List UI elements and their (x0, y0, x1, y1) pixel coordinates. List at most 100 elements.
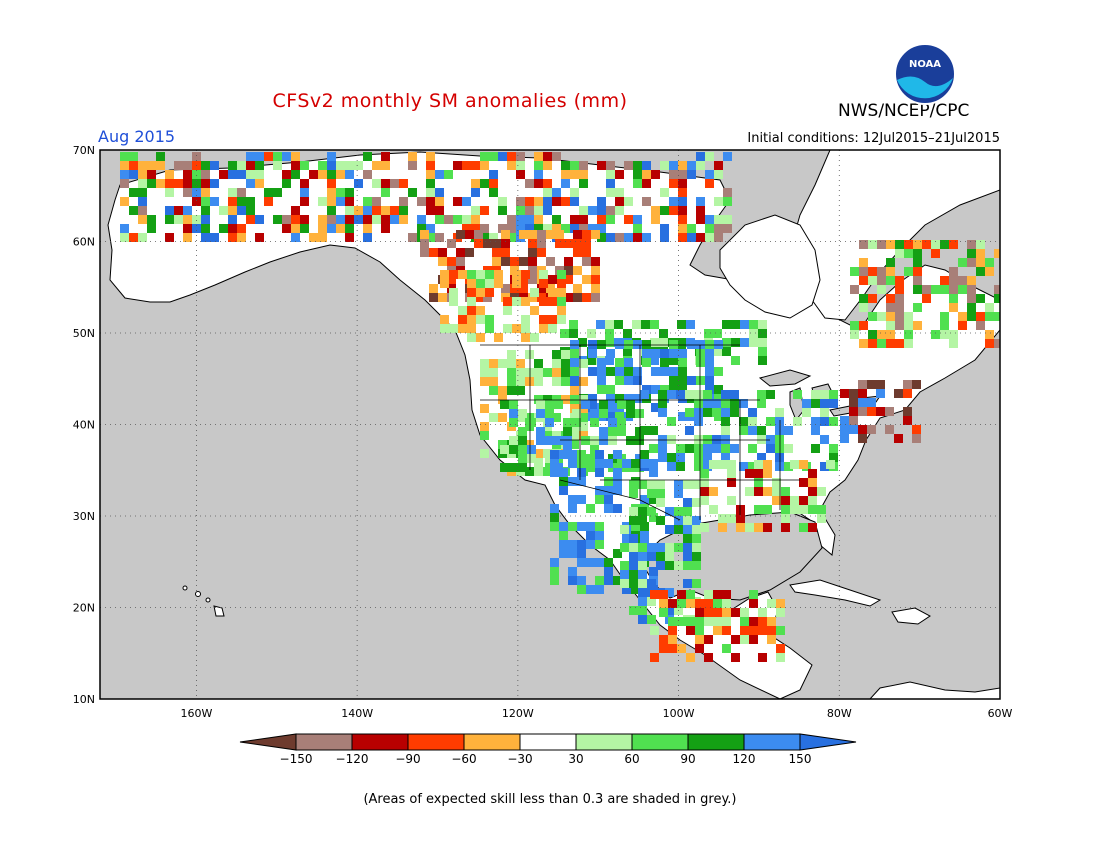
anomaly-cell (721, 435, 730, 444)
anomaly-cell (731, 356, 740, 365)
anomaly-cell (201, 197, 210, 206)
anomaly-cell (692, 561, 701, 570)
anomaly-cell (557, 297, 566, 306)
anomaly-cell (467, 279, 476, 288)
lon-tick-label: 140W (341, 707, 373, 720)
anomaly-cell (678, 385, 687, 394)
anomaly-cell (849, 416, 858, 425)
anomaly-cell (669, 206, 678, 215)
anomaly-cell (703, 453, 712, 462)
anomaly-cell (665, 552, 674, 561)
anomaly-cell (669, 349, 678, 358)
anomaly-cell (642, 179, 651, 188)
anomaly-cell (668, 617, 677, 626)
anomaly-cell (676, 462, 685, 471)
anomaly-cell (615, 233, 624, 242)
anomaly-cell (390, 206, 399, 215)
anomaly-cell (754, 460, 763, 469)
anomaly-cell (536, 427, 545, 436)
anomaly-cell (595, 450, 604, 459)
anomaly-cell (692, 534, 701, 543)
lat-tick-label: 50N (73, 327, 95, 340)
anomaly-cell (561, 350, 570, 359)
anomaly-cell (904, 240, 913, 249)
anomaly-cell (534, 377, 543, 386)
anomaly-cell (485, 279, 494, 288)
anomaly-cell (273, 161, 282, 170)
anomaly-cell (246, 170, 255, 179)
anomaly-cell (449, 324, 458, 333)
anomaly-cell (591, 257, 600, 266)
anomaly-cell (799, 460, 808, 469)
anomaly-cell (758, 356, 767, 365)
anomaly-cell (687, 233, 696, 242)
anomaly-cell (372, 179, 381, 188)
anomaly-cell (138, 197, 147, 206)
anomaly-cell (958, 321, 967, 330)
anomaly-cell (273, 215, 282, 224)
anomaly-cell (512, 297, 521, 306)
anomaly-cell (757, 453, 766, 462)
anomaly-cell (417, 224, 426, 233)
south-america-land (869, 681, 1000, 699)
anomaly-cell (318, 215, 327, 224)
anomaly-cell (748, 462, 757, 471)
anomaly-cell (772, 487, 781, 496)
anomaly-cell (120, 170, 129, 179)
anomaly-cell (651, 403, 660, 412)
anomaly-cell (790, 505, 799, 514)
anomaly-cell (638, 561, 647, 570)
anomaly-cell (458, 306, 467, 315)
anomaly-cell (555, 239, 564, 248)
anomaly-cell (649, 444, 658, 453)
anomaly-cell (573, 284, 582, 293)
anomaly-cell (516, 206, 525, 215)
anomaly-cell (570, 404, 579, 413)
anomaly-cell (228, 188, 237, 197)
anomaly-cell (237, 224, 246, 233)
anomaly-cell (731, 653, 740, 662)
anomaly-cell (426, 179, 435, 188)
anomaly-cell (638, 597, 647, 606)
anomaly-cell (516, 377, 525, 386)
anomaly-cell (264, 152, 273, 161)
anomaly-cell (606, 215, 615, 224)
anomaly-cell (557, 306, 566, 315)
anomaly-cell (685, 444, 694, 453)
anomaly-cell (713, 347, 722, 356)
anomaly-cell (543, 431, 552, 440)
anomaly-cell (660, 367, 669, 376)
anomaly-cell (694, 462, 703, 471)
anomaly-cell (811, 426, 820, 435)
anomaly-cell (543, 161, 552, 170)
anomaly-cell (480, 449, 489, 458)
anomaly-cell (577, 558, 586, 567)
legend-tick-label: 150 (789, 752, 812, 766)
anomaly-cell (417, 215, 426, 224)
anomaly-cell (617, 400, 626, 409)
anomaly-cell (749, 338, 758, 347)
anomaly-cell (327, 152, 336, 161)
anomaly-cell (597, 233, 606, 242)
anomaly-cell (354, 206, 363, 215)
anomaly-cell (985, 312, 994, 321)
anomaly-cell (775, 408, 784, 417)
anomaly-cell (210, 233, 219, 242)
anomaly-cell (754, 505, 763, 514)
anomaly-cell (201, 161, 210, 170)
anomaly-cell (546, 275, 555, 284)
anomaly-cell (692, 480, 701, 489)
anomaly-cell (381, 161, 390, 170)
anomaly-cell (591, 266, 600, 275)
anomaly-cell (579, 431, 588, 440)
anomaly-cell (651, 367, 660, 376)
anomaly-cell (246, 206, 255, 215)
legend-tick-label: −150 (280, 752, 313, 766)
anomaly-cell (642, 233, 651, 242)
anomaly-cell (581, 400, 590, 409)
anomaly-cell (498, 152, 507, 161)
anomaly-cell (210, 197, 219, 206)
anomaly-cell (781, 523, 790, 532)
anomaly-cell (363, 224, 372, 233)
anomaly-cell (723, 215, 732, 224)
